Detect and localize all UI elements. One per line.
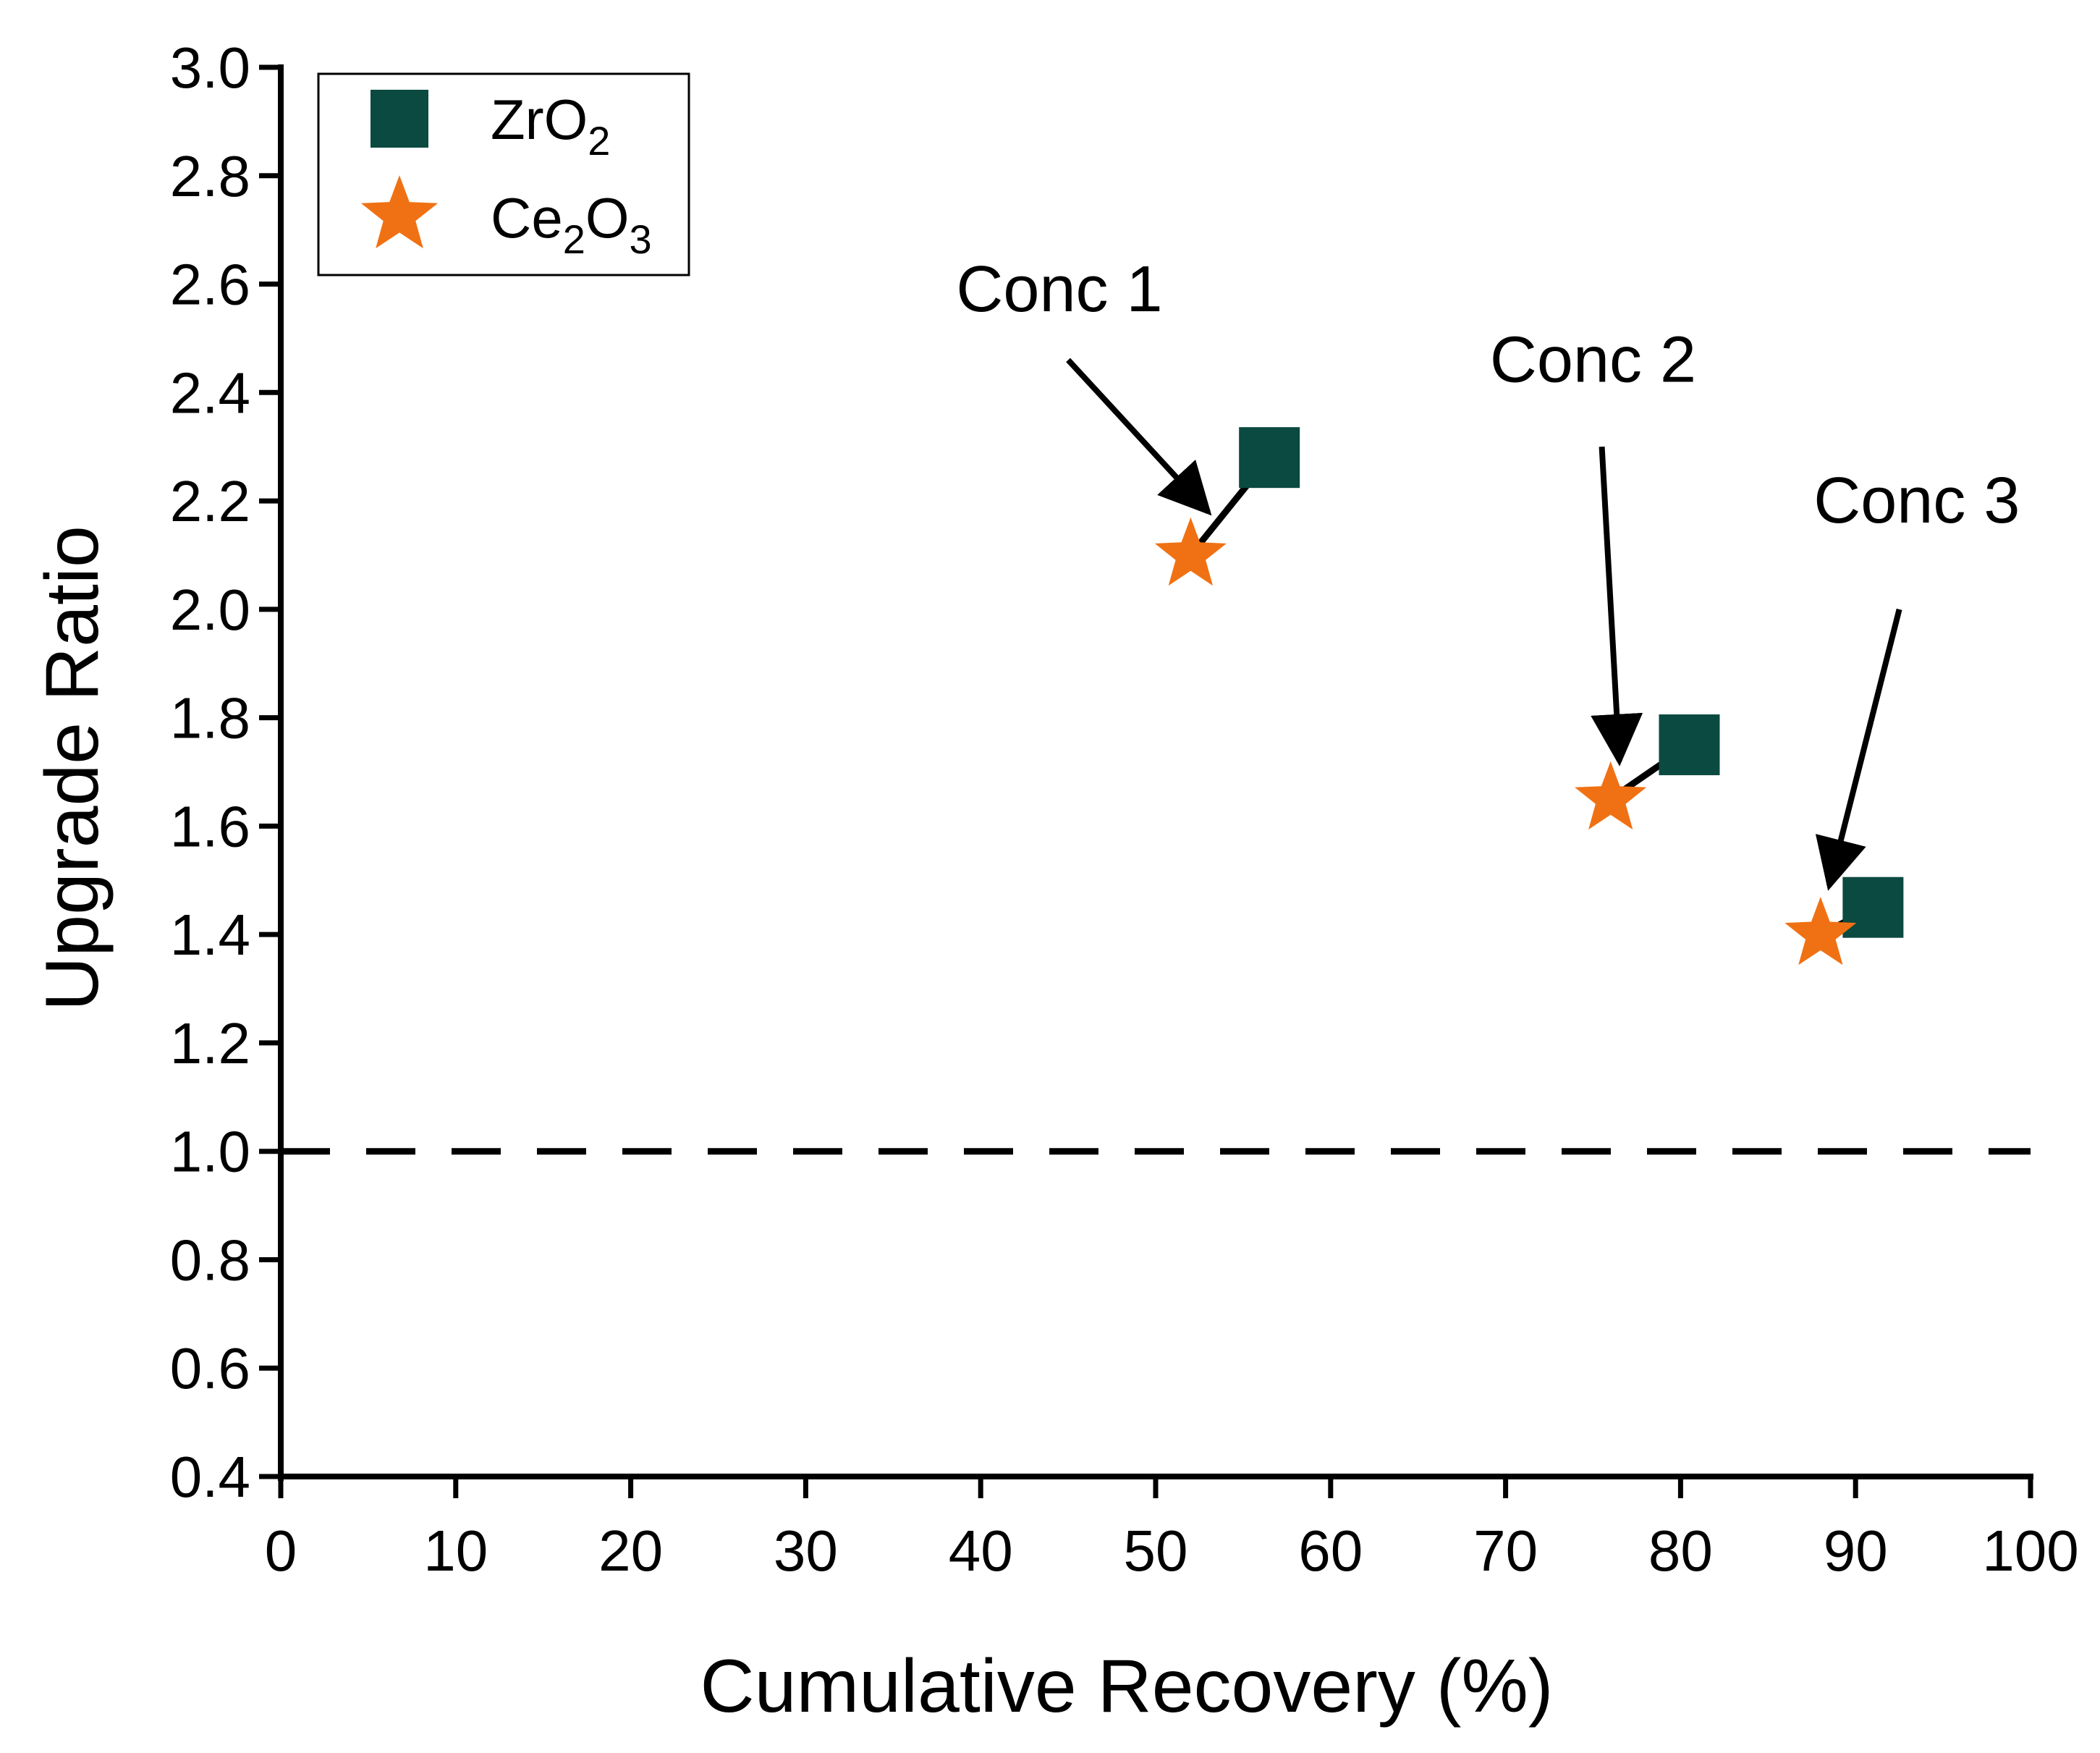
y-tick-label: 0.8 [170, 1228, 250, 1292]
x-tick-label: 30 [774, 1518, 838, 1583]
y-tick-label: 2.8 [170, 144, 250, 208]
legend-zro2-marker [371, 90, 428, 148]
zro2-square-point [1239, 427, 1300, 489]
y-tick-label: 2.4 [170, 360, 250, 425]
zro2-square-point [1842, 876, 1904, 938]
x-tick-label: 90 [1824, 1518, 1888, 1583]
x-tick-label: 20 [598, 1518, 663, 1583]
arrow-conc-1 [1066, 358, 1212, 516]
y-tick-label: 1.6 [170, 794, 250, 858]
x-tick-label: 60 [1298, 1518, 1363, 1583]
legend-label-ce2o3-part: O [585, 186, 630, 250]
x-tick-label: 50 [1124, 1518, 1188, 1583]
annotations-group: Conc 1 Conc 2 Conc 3 [956, 253, 2020, 891]
legend-label-zro2: ZrO2 [491, 88, 610, 164]
x-tick-label: 0 [265, 1518, 297, 1583]
legend-label-ce2o3-part: 3 [630, 216, 652, 262]
x-tick-label: 40 [949, 1518, 1013, 1583]
y-tick-label: 1.2 [170, 1011, 250, 1076]
y-tick-label: 2.6 [170, 253, 250, 317]
arrow-conc-3 [1815, 608, 1902, 891]
zro2-square-point [1659, 714, 1720, 776]
x-axis-title: Cumulative Recovery (%) [700, 1644, 1554, 1728]
legend-label-zro2-sub: 2 [588, 118, 610, 164]
y-axis-title: Upgrade Ratio [30, 525, 114, 1011]
legend-label-ce2o3-part: 2 [563, 216, 585, 262]
x-tick-label: 100 [1982, 1518, 2078, 1583]
data-points-group [1154, 427, 1904, 966]
y-tick-label: 2.0 [170, 578, 250, 642]
ce2o3-star-point [1784, 897, 1857, 966]
ce2o3-star-point [1154, 517, 1227, 586]
annotation-label-conc-3: Conc 3 [1813, 465, 2020, 537]
legend-label-zro2-base: ZrO [491, 88, 588, 151]
ce2o3-star-point [1575, 761, 1647, 830]
connector-lines-group [1187, 454, 1876, 938]
y-tick-label: 1.4 [170, 903, 250, 967]
legend-label-ce2o3-part: Ce [491, 186, 563, 250]
y-tick-label: 0.6 [170, 1336, 250, 1401]
y-tick-label: 1.8 [170, 686, 250, 751]
annotation-label-conc-2: Conc 2 [1490, 324, 1696, 396]
legend-label-ce2o3: Ce2O3 [491, 186, 652, 262]
y-tick-label: 3.0 [170, 35, 250, 100]
legend-ce2o3-marker [360, 175, 439, 249]
x-tick-label: 70 [1473, 1518, 1538, 1583]
arrow-conc-2 [1591, 446, 1643, 766]
x-tick-label: 80 [1648, 1518, 1713, 1583]
y-tick-label: 1.0 [170, 1120, 250, 1184]
y-tick-label: 2.2 [170, 469, 250, 533]
y-tick-label: 0.4 [170, 1445, 250, 1509]
x-tick-label: 10 [423, 1518, 488, 1583]
axes-group: 0 10 20 30 40 50 60 70 80 90 100 0.4 0.6 0.8 1.0 1.2 1.4… [30, 35, 2079, 1728]
annotation-label-conc-1: Conc 1 [956, 253, 1162, 326]
